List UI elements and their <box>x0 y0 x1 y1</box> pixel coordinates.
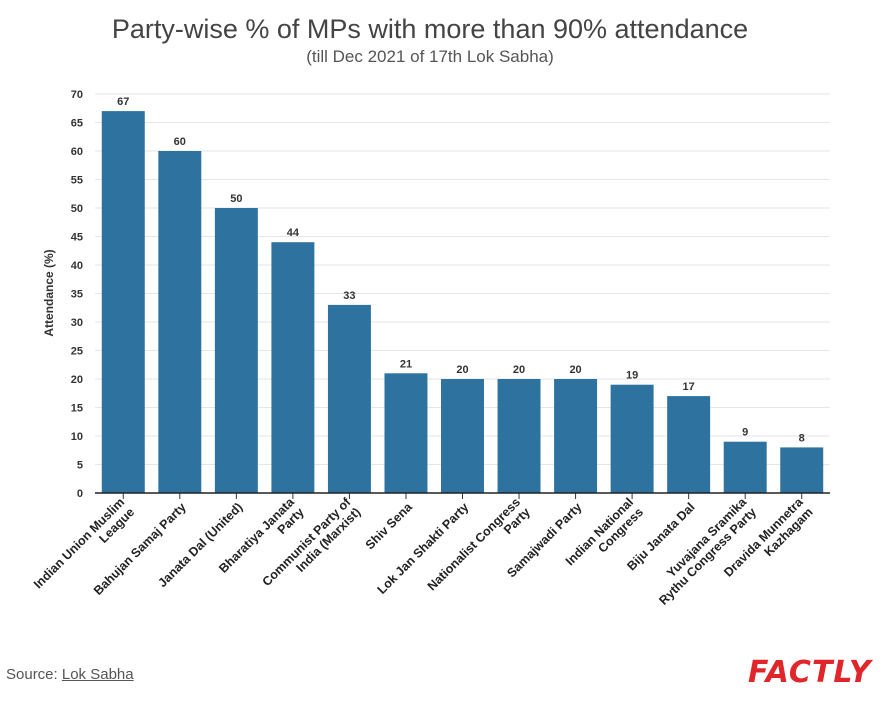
bar <box>780 447 824 493</box>
source-link[interactable]: Lok Sabha <box>61 666 134 683</box>
x-tick-label-line: Nationalist Congress <box>425 495 523 593</box>
y-tick-label: 15 <box>71 403 83 415</box>
y-tick-label: 5 <box>77 460 83 472</box>
data-label: 20 <box>456 364 468 376</box>
bar <box>667 396 711 493</box>
bar <box>271 242 315 493</box>
bar <box>327 304 371 493</box>
source-note: Source: Lok Sabha <box>6 666 134 683</box>
data-label: 20 <box>513 364 525 376</box>
x-tick-label: Indian Union MuslimLeague <box>31 495 137 601</box>
y-axis-label: Attendance (%) <box>42 249 56 336</box>
bar <box>610 384 654 493</box>
y-tick-label: 40 <box>71 260 83 272</box>
chart-title: Party-wise % of MPs with more than 90% a… <box>111 14 749 44</box>
data-label: 9 <box>742 427 748 439</box>
source-prefix: Source: <box>6 666 62 683</box>
data-label: 21 <box>400 358 412 370</box>
bar <box>101 111 145 493</box>
data-label: 50 <box>230 193 242 205</box>
x-tick-label: Shiv Sena <box>363 499 416 552</box>
y-tick-label: 65 <box>71 118 83 130</box>
y-tick-label: 30 <box>71 317 83 329</box>
data-label: 20 <box>569 364 581 376</box>
y-tick-label: 35 <box>71 289 83 301</box>
bar <box>214 208 258 493</box>
data-label: 60 <box>174 136 186 148</box>
bar <box>497 379 541 493</box>
bar <box>158 151 202 493</box>
data-label: 8 <box>799 432 805 444</box>
x-tick-label-line: Shiv Sena <box>363 499 416 552</box>
bar <box>554 379 598 493</box>
chart-subtitle: (till Dec 2021 of 17th Lok Sabha) <box>306 47 554 66</box>
y-tick-label: 55 <box>71 175 83 187</box>
y-tick-label: 25 <box>71 346 83 358</box>
y-tick-label: 50 <box>71 203 83 215</box>
y-tick-label: 70 <box>71 89 83 101</box>
data-label: 67 <box>117 96 129 108</box>
data-label: 19 <box>626 370 638 382</box>
y-tick-label: 20 <box>71 374 83 386</box>
y-tick-label: 0 <box>77 488 83 500</box>
bar <box>384 373 428 493</box>
bar <box>441 379 484 493</box>
y-tick-label: 60 <box>71 146 83 158</box>
y-tick-label: 45 <box>71 232 83 244</box>
bar <box>723 441 767 493</box>
y-tick-label: 10 <box>71 431 83 443</box>
data-label: 17 <box>683 381 695 393</box>
data-label: 33 <box>343 290 355 302</box>
x-tick-label: Nationalist CongressParty <box>425 495 533 603</box>
data-label: 44 <box>287 227 300 239</box>
factly-logo: FACTLY <box>748 655 872 690</box>
